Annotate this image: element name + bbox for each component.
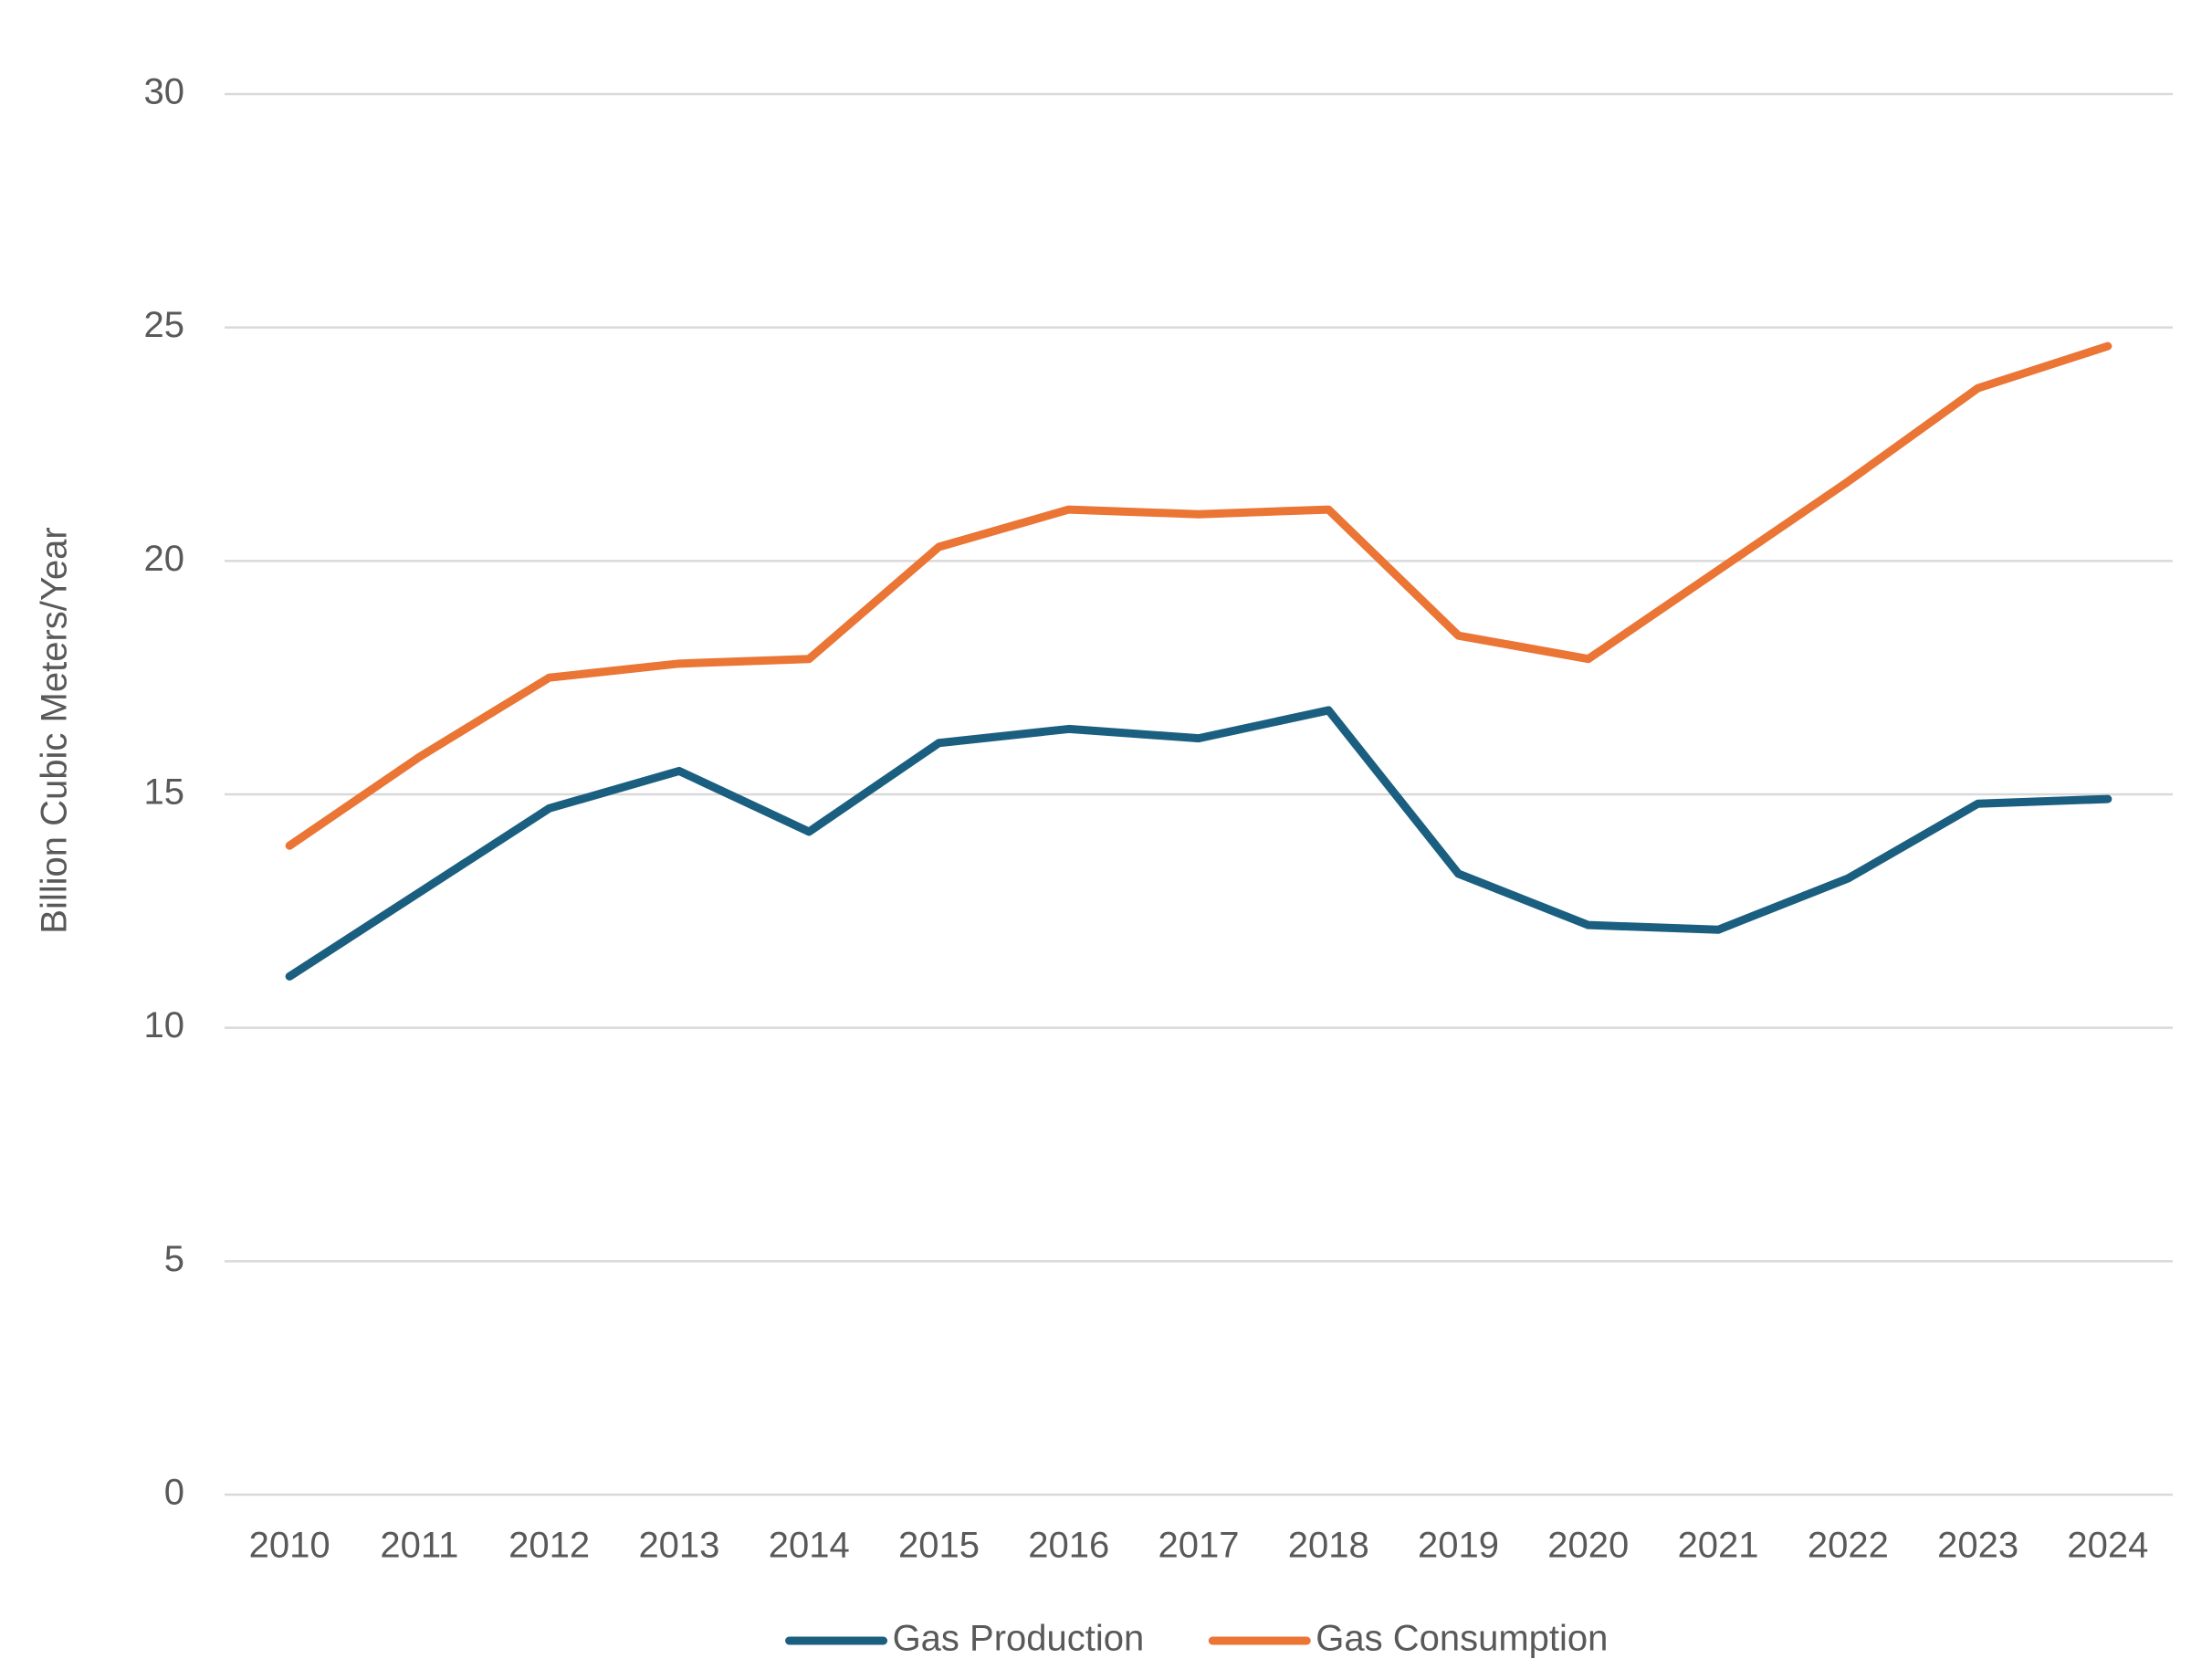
series-line bbox=[285, 706, 2112, 981]
y-tick-label: 15 bbox=[144, 772, 185, 813]
y-tick-label: 25 bbox=[144, 305, 185, 345]
y-tick-label: 20 bbox=[144, 539, 185, 579]
x-tick-label: 2020 bbox=[1547, 1526, 1629, 1566]
legend-label: Gas Consumption bbox=[1316, 1619, 1608, 1659]
x-tick-label: 2013 bbox=[638, 1526, 719, 1566]
y-tick-label: 5 bbox=[164, 1239, 184, 1279]
x-tick-label: 2017 bbox=[1158, 1526, 1240, 1566]
x-tick-label: 2024 bbox=[2067, 1526, 2148, 1566]
x-tick-label: 2023 bbox=[1937, 1526, 2018, 1566]
x-tick-label: 2012 bbox=[508, 1526, 590, 1566]
y-tick-label: 10 bbox=[144, 1005, 185, 1045]
y-tick-label: 0 bbox=[164, 1473, 184, 1513]
y-tick-label: 30 bbox=[144, 72, 185, 112]
x-tick-label: 2015 bbox=[898, 1526, 980, 1566]
legend-label: Gas Production bbox=[893, 1619, 1145, 1659]
y-axis-label: Billion Cubic Meters/Year bbox=[35, 527, 75, 933]
x-tick-label: 2018 bbox=[1288, 1526, 1369, 1566]
x-tick-label: 2016 bbox=[1028, 1526, 1109, 1566]
x-tick-label: 2019 bbox=[1418, 1526, 1499, 1566]
x-tick-label: 2010 bbox=[249, 1526, 330, 1566]
x-tick-label: 2021 bbox=[1678, 1526, 1759, 1566]
x-tick-label: 2022 bbox=[1808, 1526, 1889, 1566]
x-tick-label: 2011 bbox=[380, 1526, 458, 1566]
series-line bbox=[285, 341, 2112, 850]
x-tick-label: 2014 bbox=[769, 1526, 850, 1566]
